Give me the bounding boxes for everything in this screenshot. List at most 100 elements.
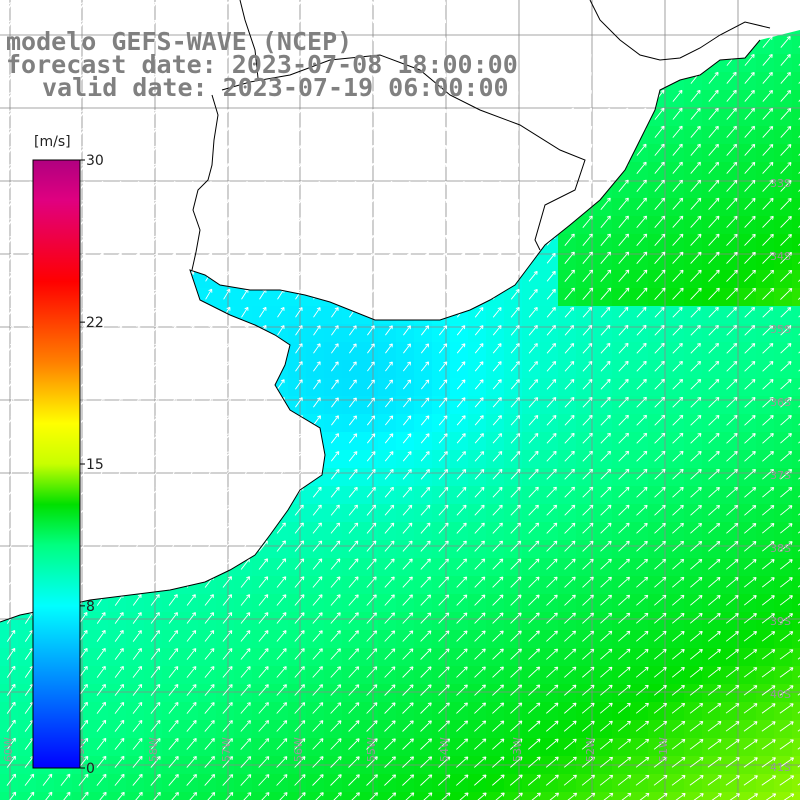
wind-arrow (151, 306, 159, 318)
field-cell (540, 792, 559, 800)
wind-arrow (762, 379, 774, 390)
wind-arrow (690, 269, 702, 282)
wind-arrow (241, 109, 248, 120)
wind-arrow (7, 163, 14, 174)
wind-arrow (25, 234, 32, 246)
wind-arrow (780, 325, 792, 336)
wind-arrow (313, 397, 321, 408)
wind-arrow (277, 162, 285, 174)
wind-arrow (636, 161, 647, 174)
wind-arrow (151, 37, 158, 48)
wind-arrow (618, 107, 629, 120)
wind-arrow (277, 180, 285, 192)
field-cell (792, 270, 800, 289)
wind-arrow (349, 144, 357, 156)
wind-arrow (97, 252, 104, 264)
wind-arrow (439, 73, 447, 84)
wind-arrow (187, 162, 194, 174)
wind-arrow (762, 197, 774, 210)
field-cell (792, 108, 800, 127)
wind-arrow (672, 396, 684, 408)
wind-arrow (618, 143, 629, 156)
wind-arrow (474, 307, 484, 318)
wind-arrow (475, 126, 483, 138)
wind-arrow (618, 360, 629, 372)
wind-arrow (474, 216, 484, 228)
wind-arrow (564, 89, 574, 102)
wind-arrow (25, 342, 32, 354)
wind-arrow (457, 55, 465, 66)
wind-arrow (475, 19, 483, 30)
wind-arrow (133, 55, 140, 66)
wind-arrow (492, 343, 502, 354)
wind-arrow (708, 179, 720, 192)
field-cell (396, 792, 415, 800)
wind-arrow (349, 37, 356, 48)
wind-arrow (600, 143, 611, 156)
wind-arrow (259, 252, 267, 264)
wind-arrow (295, 198, 303, 210)
wind-arrow (169, 270, 177, 282)
wind-arrow (151, 109, 158, 120)
wind-arrow (349, 289, 357, 300)
wind-arrow (420, 397, 430, 408)
wind-arrow (654, 378, 665, 390)
wind-arrow (654, 197, 666, 210)
wind-arrow (205, 73, 212, 84)
wind-arrow (277, 252, 285, 264)
wind-arrow (762, 17, 773, 30)
field-cell (432, 792, 451, 800)
wind-arrow (79, 306, 87, 318)
wind-arrow (744, 143, 756, 156)
wind-arrow (349, 361, 357, 372)
wind-arrow (654, 342, 665, 354)
wind-arrow (528, 397, 539, 408)
wind-arrow (654, 179, 665, 192)
wind-arrow (547, 55, 555, 66)
wind-arrow (187, 234, 195, 246)
wind-arrow (403, 325, 411, 336)
wind-arrow (564, 269, 575, 282)
wind-arrow (367, 109, 375, 120)
wind-arrow (546, 162, 556, 174)
wind-arrow (564, 360, 575, 372)
wind-arrow (438, 289, 448, 300)
wind-arrow (331, 91, 338, 102)
colorbar-tick-label: 30 (86, 153, 104, 169)
wind-arrow (331, 37, 338, 48)
wind-arrow (277, 19, 284, 30)
wind-arrow (636, 0, 646, 12)
wind-arrow (133, 198, 140, 210)
wind-arrow (403, 108, 411, 120)
wind-arrow (420, 361, 430, 372)
field-cell (756, 792, 775, 800)
wind-arrow (79, 270, 86, 282)
wind-arrow (115, 216, 122, 228)
wind-arrow (169, 324, 177, 336)
wind-arrow (654, 324, 665, 336)
lon-label: 57W (220, 737, 233, 762)
wind-arrow (762, 35, 773, 48)
wind-arrow (780, 287, 793, 300)
field-cell (72, 792, 91, 800)
wind-arrow (708, 342, 720, 354)
wind-arrow (582, 269, 594, 282)
wind-arrow (133, 19, 140, 30)
wind-arrow (654, 161, 665, 174)
wind-arrow (79, 109, 86, 120)
wind-arrow (97, 270, 104, 282)
wind-arrow (277, 216, 285, 228)
wind-arrow (61, 73, 68, 84)
wind-arrow (762, 233, 774, 246)
wind-arrow (492, 379, 502, 390)
wind-arrow (313, 109, 320, 120)
wind-arrow (726, 251, 738, 264)
wind-arrow (402, 361, 411, 372)
wind-arrow (474, 252, 484, 264)
wind-arrow (690, 179, 702, 192)
wind-arrow (672, 360, 683, 372)
wind-arrow (223, 162, 230, 174)
wind-arrow (7, 288, 14, 300)
wind-arrow (7, 360, 14, 372)
wind-arrow (547, 73, 555, 84)
